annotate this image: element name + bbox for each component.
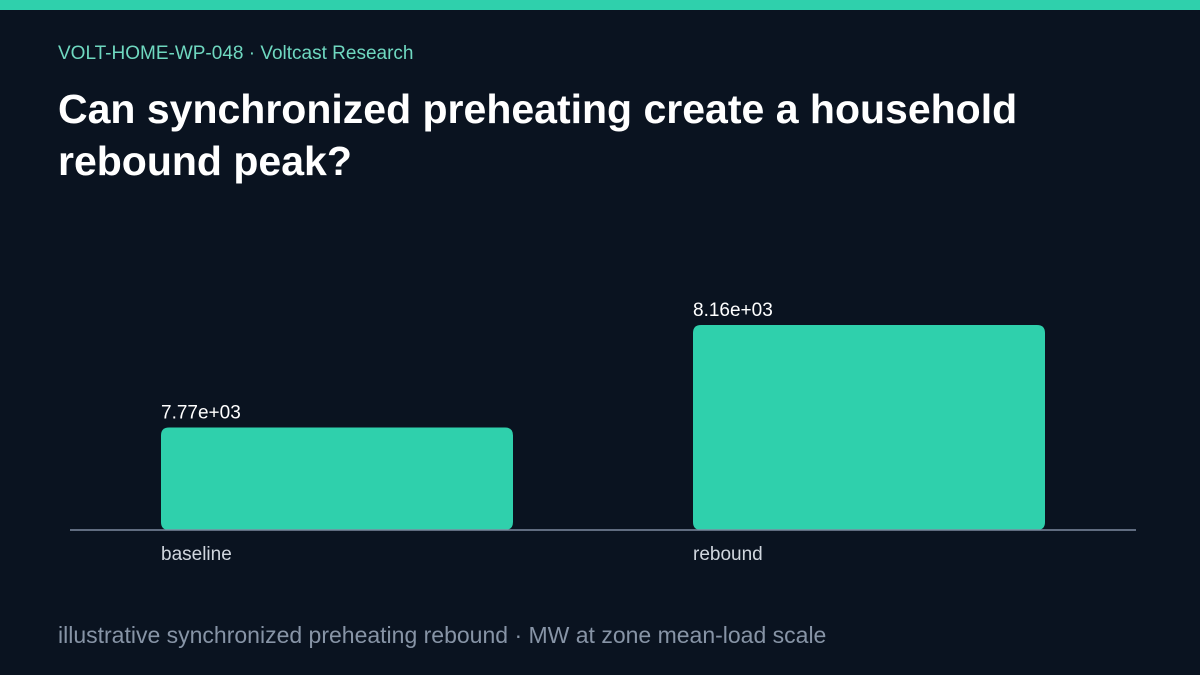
bars-layer: 7.77e+03 baseline 8.16e+03 rebound xyxy=(161,300,1045,565)
category-label-rebound: rebound xyxy=(693,544,763,565)
category-label-baseline: baseline xyxy=(161,544,232,565)
value-label-baseline: 7.77e+03 xyxy=(161,403,241,424)
top-accent-bar xyxy=(0,0,1200,10)
bar-baseline xyxy=(161,427,513,530)
bar-rebound xyxy=(693,325,1045,530)
value-label-rebound: 8.16e+03 xyxy=(693,300,773,321)
chart-footnote: illustrative synchronized preheating reb… xyxy=(58,622,827,648)
page-title: Can synchronized preheating create a hou… xyxy=(58,86,1018,184)
report-id: VOLT-HOME-WP-048 · Voltcast Research xyxy=(58,43,414,64)
